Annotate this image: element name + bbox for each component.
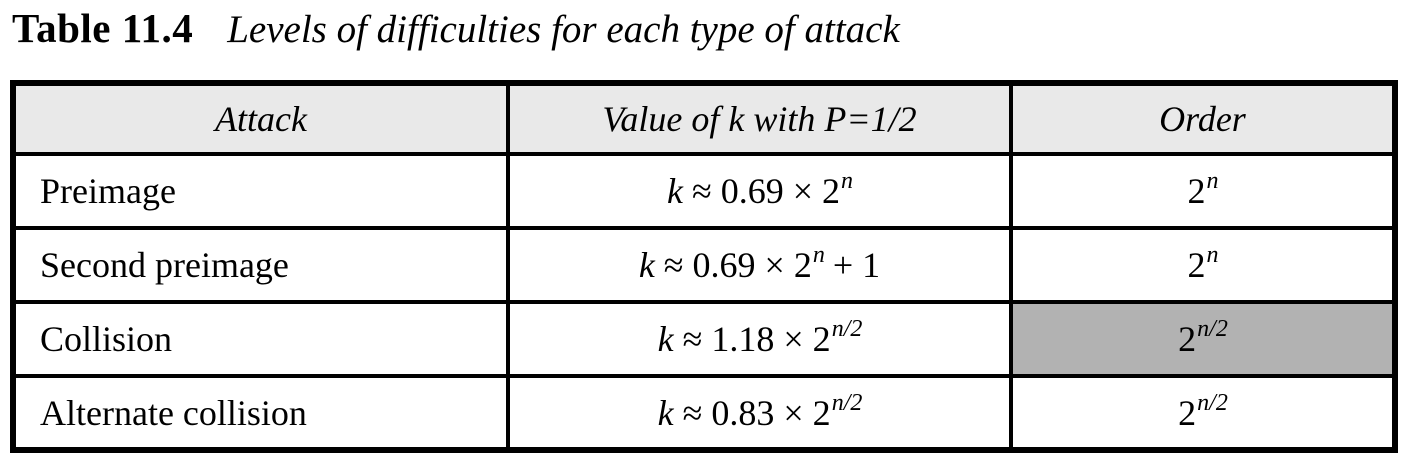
- order-base: 2: [1187, 245, 1206, 285]
- header-row: Attack Value of k with P=1/2 Order: [11, 81, 1397, 156]
- attack-name: Second preimage: [11, 226, 510, 304]
- attack-name: Preimage: [11, 152, 510, 230]
- table-row: Preimage k ≈ 0.69 × 2n 2n: [11, 152, 1397, 230]
- attack-name: Collision: [11, 300, 510, 378]
- formula-body: ≈ 0.83 × 2: [673, 392, 831, 433]
- table-row: Alternate collision k ≈ 0.83 × 2n/2 2n/2: [11, 374, 1397, 452]
- table-row: Collision k ≈ 1.18 × 2n/2 2n/2: [11, 300, 1397, 378]
- order-base: 2: [1187, 171, 1206, 211]
- header-attack: Attack: [11, 81, 510, 156]
- formula-body: ≈ 0.69 × 2: [682, 171, 841, 211]
- table-row: Second preimage k ≈ 0.69 × 2n + 1 2n: [11, 226, 1397, 304]
- order-exponent: n/2: [1197, 389, 1228, 416]
- formula-body: ≈ 1.18 × 2: [673, 319, 831, 359]
- value-formula: k ≈ 1.18 × 2n/2: [506, 300, 1013, 378]
- order-value-highlighted: 2n/2: [1009, 300, 1397, 378]
- k-variable: k: [657, 319, 674, 359]
- attack-name: Alternate collision: [11, 374, 510, 452]
- order-exponent: n: [1206, 242, 1219, 268]
- formula-suffix: + 1: [823, 245, 881, 285]
- formula-exponent: n/2: [831, 389, 863, 416]
- table-title: Table 11.4 Levels of difficulties for eac…: [12, 4, 900, 52]
- table-number: Table 11.4: [12, 5, 194, 51]
- order-exponent: n/2: [1197, 316, 1228, 342]
- order-exponent: n: [1206, 168, 1219, 194]
- header-value: Value of k with P=1/2: [506, 81, 1013, 156]
- k-variable: k: [666, 171, 683, 211]
- k-variable: k: [657, 392, 674, 433]
- formula-exponent: n: [812, 242, 825, 268]
- attack-difficulty-table: Attack Value of k with P=1/2 Order Preim…: [10, 80, 1398, 453]
- value-formula: k ≈ 0.69 × 2n: [506, 152, 1013, 230]
- order-value: 2n/2: [1009, 374, 1397, 452]
- order-base: 2: [1178, 319, 1197, 359]
- order-value: 2n: [1009, 226, 1397, 304]
- formula-body: ≈ 0.69 × 2: [654, 245, 812, 285]
- order-value: 2n: [1009, 152, 1397, 230]
- table-caption: Levels of difficulties for each type of …: [227, 8, 900, 51]
- order-base: 2: [1178, 392, 1197, 433]
- formula-exponent: n/2: [831, 316, 863, 342]
- value-formula: k ≈ 0.83 × 2n/2: [506, 374, 1013, 452]
- value-formula: k ≈ 0.69 × 2n + 1: [506, 226, 1013, 304]
- header-order: Order: [1009, 81, 1397, 156]
- k-variable: k: [638, 245, 655, 285]
- formula-exponent: n: [841, 168, 854, 194]
